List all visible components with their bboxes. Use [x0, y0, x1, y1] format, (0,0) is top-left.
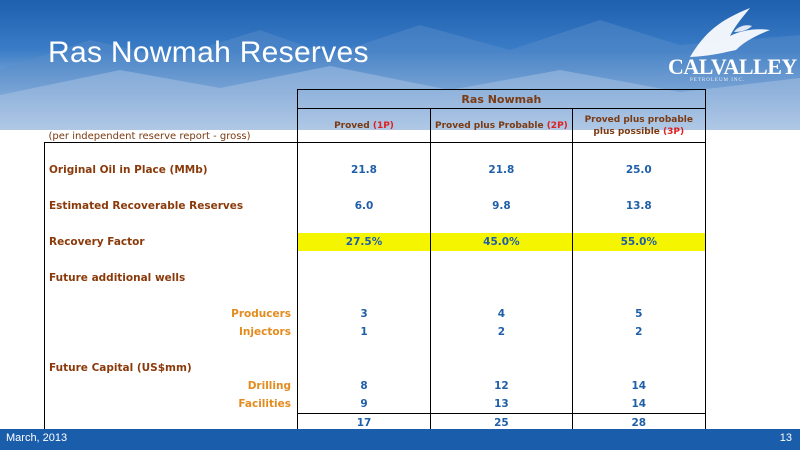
cell-value: 27.5% — [297, 233, 431, 251]
group-header: Ras Nowmah — [297, 89, 706, 109]
logo-subtitle: PETROLEUM INC. — [690, 78, 746, 83]
cell-value: 55.0% — [571, 233, 706, 251]
row-label: Original Oil in Place (MMb) — [44, 161, 298, 179]
cell-value: 1 — [297, 323, 431, 341]
column-header-3p: Proved plus probable plus possible (3P) — [571, 108, 706, 143]
column-header-2p: Proved plus Probable (2P) — [430, 108, 573, 143]
table-row: Original Oil in Place (MMb) 21.8 21.8 25… — [44, 161, 706, 179]
logo-wordmark: CALVALLEY — [668, 54, 797, 79]
cell-value: 9 — [297, 395, 431, 414]
group-header-row: Ras Nowmah — [45, 89, 706, 109]
page-number: 13 — [779, 432, 792, 444]
row-label: Drilling — [44, 377, 298, 395]
column-header-row: (per independent reserve report - gross)… — [45, 108, 706, 143]
table-row: Injectors 1 2 2 — [44, 323, 706, 341]
table-row: Facilities 9 13 14 — [44, 395, 706, 414]
cell-value: 25.0 — [571, 161, 706, 179]
row-label: Producers — [44, 305, 298, 323]
cell-value: 13.8 — [571, 197, 706, 215]
footer-date: March, 2013 — [6, 432, 68, 444]
table-row: Future Capital (US$mm) — [44, 359, 706, 377]
cell-value: 14 — [571, 395, 706, 414]
cell-value: 8 — [297, 377, 431, 395]
cell-value: 13 — [430, 395, 573, 414]
cell-value: 4 — [430, 305, 573, 323]
cell-value: 2 — [430, 323, 573, 341]
cell-value: 12 — [430, 377, 573, 395]
row-label: Injectors — [44, 323, 298, 341]
reserves-table: Ras Nowmah (per independent reserve repo… — [44, 89, 706, 433]
table-row: Estimated Recoverable Reserves 6.0 9.8 1… — [44, 197, 706, 215]
row-label: Future additional wells — [44, 269, 298, 287]
cell-value: 5 — [571, 305, 706, 323]
cell-value: 2 — [571, 323, 706, 341]
cell-value: 14 — [571, 377, 706, 395]
footer-bar: March, 2013 13 — [0, 429, 800, 450]
slide-title: Ras Nowmah Reserves — [48, 36, 369, 69]
row-label: Estimated Recoverable Reserves — [44, 197, 298, 215]
cell-value: 45.0% — [430, 233, 573, 251]
row-label: Future Capital (US$mm) — [44, 359, 298, 377]
cell-value: 3 — [297, 305, 431, 323]
table-row-highlighted: Recovery Factor 27.5% 45.0% 55.0% — [44, 233, 706, 251]
row-label: Facilities — [44, 395, 298, 414]
cell-value: 21.8 — [430, 161, 573, 179]
eagle-logo-icon — [690, 8, 770, 57]
report-note: (per independent reserve report - gross) — [48, 131, 251, 142]
table-row: Producers 3 4 5 — [44, 305, 706, 323]
cell-value: 9.8 — [430, 197, 573, 215]
table-row: Future additional wells — [44, 269, 706, 287]
row-label: Recovery Factor — [44, 233, 298, 251]
cell-value: 21.8 — [297, 161, 431, 179]
column-header-1p: Proved (1P) — [297, 108, 431, 143]
cell-value: 6.0 — [297, 197, 431, 215]
table-row: Drilling 8 12 14 — [44, 377, 706, 395]
